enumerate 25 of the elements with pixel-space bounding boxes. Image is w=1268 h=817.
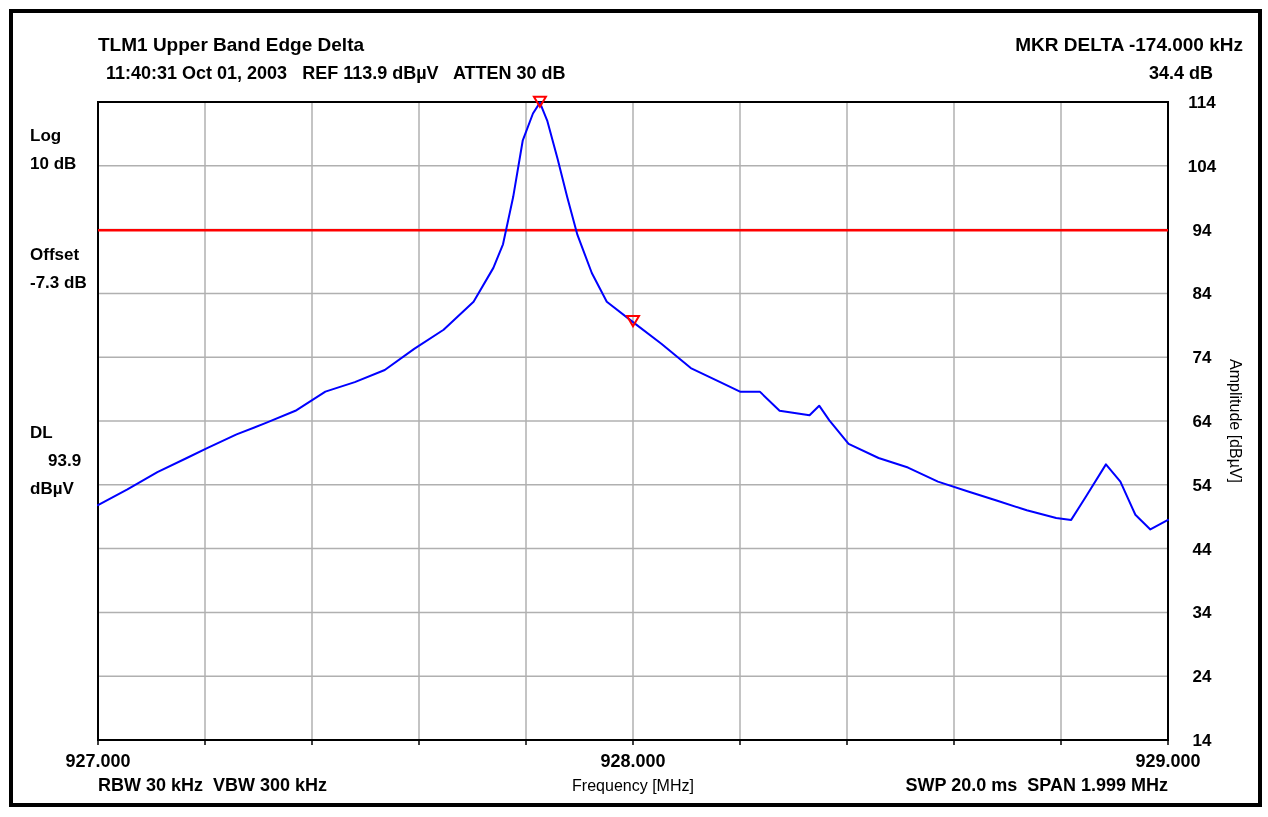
y-tick-label: 24 [1192, 667, 1212, 687]
chart-title: TLM1 Upper Band Edge Delta [98, 34, 365, 55]
y-tick-label: 94 [1192, 220, 1212, 240]
text: Log 10 dB [30, 126, 77, 173]
y-tick-label: 104 [1187, 156, 1217, 176]
x-tick-label: 927.000 [65, 751, 131, 771]
x-axis-title: Frequency [MHz] [572, 777, 694, 794]
chart-subtitle: 11:40:31 Oct 01, 2003 REF 113.9 dBµV ATTEN 30 dB [106, 63, 566, 83]
text: DL 93.9 dBµV [30, 423, 82, 498]
x-tick-label: 928.000 [600, 751, 666, 771]
x-tick-label: 929.000 [1135, 751, 1201, 771]
y-tick-label: 44 [1192, 539, 1212, 559]
y-tick-label: 114 [1188, 92, 1217, 112]
y-tick-label: 14 [1192, 730, 1212, 750]
text: RBW 30 kHz VBW 300 kHz [98, 775, 328, 795]
y-tick-label: 74 [1192, 348, 1212, 368]
y-axis-title: Amplitude [dBµV] [1227, 359, 1244, 483]
y-tick-label: 54 [1192, 475, 1212, 495]
text: MKR DELTA -174.000 kHz [1015, 34, 1243, 55]
text: SWP 20.0 ms SPAN 1.999 MHz [905, 775, 1168, 795]
text: 34.4 dB [1148, 63, 1213, 83]
y-tick-label: 64 [1192, 411, 1212, 431]
text: Offset -7.3 dB [30, 245, 87, 292]
y-tick-label: 84 [1192, 284, 1212, 304]
y-tick-label: 34 [1192, 603, 1212, 623]
